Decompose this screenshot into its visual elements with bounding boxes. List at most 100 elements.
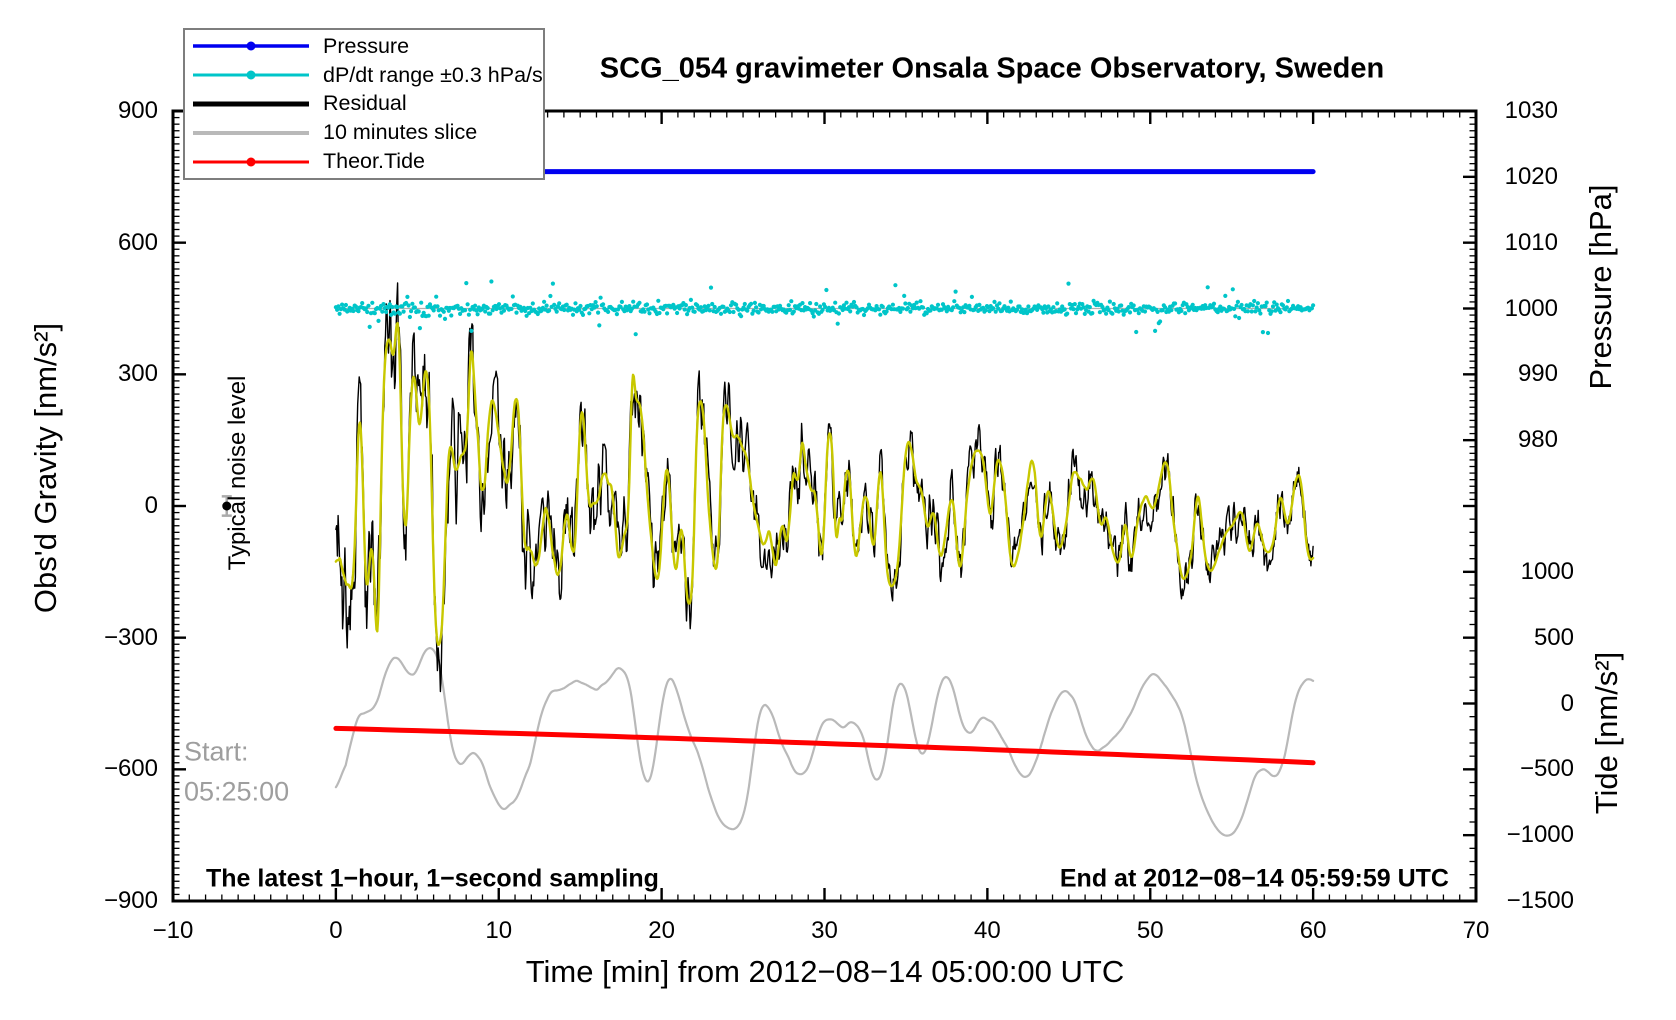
dpdt-scatter-point bbox=[789, 299, 794, 304]
dpdt-scatter-point bbox=[836, 311, 842, 316]
dpdt-scatter-point bbox=[343, 302, 348, 308]
dpdt-scatter-point bbox=[952, 299, 957, 304]
dpdt-scatter-point bbox=[601, 302, 606, 307]
legend-item-tide: Theor.Tide bbox=[185, 148, 543, 175]
dpdt-scatter-point bbox=[542, 299, 547, 304]
dpdt-scatter-point bbox=[366, 303, 371, 308]
dpdt-scatter-point bbox=[957, 305, 962, 310]
dpdt-scatter-point bbox=[637, 300, 642, 305]
dpdt-scatter-point bbox=[983, 308, 988, 313]
dpdt-scatter-point bbox=[464, 281, 469, 286]
tide-tick-label: −1500 bbox=[1506, 887, 1574, 914]
dpdt-scatter-point bbox=[417, 326, 422, 331]
dpdt-scatter-point bbox=[386, 305, 391, 310]
dpdt-scatter-point bbox=[381, 302, 386, 307]
dpdt-scatter-point bbox=[833, 300, 838, 305]
dpdt-scatter-point bbox=[392, 311, 397, 316]
dpdt-scatter-point bbox=[707, 308, 712, 313]
x-tick-label: −10 bbox=[152, 917, 194, 944]
dpdt-scatter-point bbox=[419, 300, 424, 305]
y-axis-pressure-label: Pressure [hPa] bbox=[1583, 184, 1618, 390]
dpdt-scatter-point bbox=[390, 304, 395, 310]
dpdt-scatter-point bbox=[710, 301, 715, 307]
dpdt-scatter-point bbox=[690, 305, 695, 310]
dpdt-scatter-point bbox=[380, 309, 385, 314]
dpdt-scatter-point bbox=[1230, 287, 1235, 292]
dpdt-scatter-point bbox=[1257, 308, 1262, 313]
dpdt-scatter-point bbox=[1254, 305, 1259, 310]
dpdt-scatter-point bbox=[893, 283, 898, 288]
dpdt-scatter-point bbox=[490, 308, 495, 313]
dpdt-scatter-point bbox=[1311, 303, 1316, 308]
dpdt-scatter-point bbox=[410, 301, 415, 306]
dpdt-scatter-point bbox=[814, 301, 819, 307]
dpdt-scatter-point bbox=[465, 302, 470, 307]
tide-tick-label: 0 bbox=[1560, 689, 1574, 717]
dpdt-scatter-point bbox=[692, 309, 697, 314]
dpdt-scatter-point bbox=[485, 306, 490, 311]
x-tick-label: 30 bbox=[811, 917, 838, 944]
dpdt-scatter-point bbox=[1215, 310, 1220, 315]
pressure-tick-label: 980 bbox=[1517, 426, 1558, 454]
dpdt-scatter-point bbox=[902, 293, 907, 298]
dpdt-scatter-point bbox=[435, 304, 440, 309]
dpdt-scatter-point bbox=[1072, 302, 1077, 307]
dpdt-scatter-point bbox=[718, 311, 724, 316]
dpdt-scatter-point bbox=[791, 309, 796, 314]
dpdt-scatter-point bbox=[524, 313, 529, 318]
chart-title: SCG_054 gravimeter Onsala Space Observat… bbox=[599, 52, 1385, 85]
dpdt-scatter-point bbox=[441, 309, 446, 314]
dpdt-scatter-point bbox=[1269, 309, 1274, 314]
end-time-note: End at 2012−08−14 05:59:59 UTC bbox=[1059, 864, 1449, 893]
dpdt-scatter-point bbox=[1106, 308, 1111, 313]
dpdt-scatter-point bbox=[953, 289, 958, 294]
dpdt-scatter-point bbox=[548, 293, 553, 299]
dpdt-scatter-point bbox=[1110, 311, 1115, 316]
start-label: Start: bbox=[184, 736, 249, 767]
dpdt-scatter-point bbox=[898, 309, 903, 314]
dpdt-scatter-point bbox=[969, 294, 975, 299]
dpdt-scatter-point bbox=[360, 301, 365, 306]
dpdt-scatter-point bbox=[631, 299, 636, 304]
dpdt-scatter-point bbox=[787, 307, 793, 312]
dpdt-scatter-point bbox=[1142, 309, 1148, 314]
dpdt-scatter-point bbox=[736, 307, 741, 312]
dpdt-scatter-point bbox=[877, 307, 882, 312]
dpdt-scatter-point bbox=[939, 307, 944, 312]
dpdt-scatter-point bbox=[1239, 302, 1244, 308]
dpdt-scatter-point bbox=[384, 309, 389, 315]
legend-item-label: Theor.Tide bbox=[323, 149, 425, 174]
dpdt-scatter-point bbox=[550, 281, 556, 286]
dpdt-scatter-point bbox=[1183, 311, 1188, 316]
dpdt-scatter-point bbox=[890, 302, 896, 307]
dpdt-scatter-point bbox=[351, 308, 356, 314]
legend-line-sample bbox=[193, 130, 309, 135]
dpdt-scatter-point bbox=[1116, 309, 1121, 314]
dpdt-scatter-point bbox=[473, 303, 478, 308]
dpdt-scatter-point bbox=[1234, 303, 1239, 308]
dpdt-scatter-point bbox=[597, 323, 602, 328]
dpdt-scatter-point bbox=[1127, 310, 1133, 315]
dpdt-scatter-point bbox=[811, 314, 816, 319]
dpdt-scatter-point bbox=[367, 324, 372, 329]
dpdt-scatter-point bbox=[1097, 310, 1102, 315]
dpdt-scatter-point bbox=[993, 309, 998, 314]
dpdt-scatter-point bbox=[437, 313, 443, 318]
dpdt-scatter-point bbox=[496, 302, 502, 307]
dpdt-scatter-point bbox=[458, 311, 463, 316]
dpdt-scatter-point bbox=[644, 302, 650, 307]
dpdt-scatter-point bbox=[756, 310, 761, 315]
series-10-minutes-slice bbox=[334, 647, 1315, 837]
dpdt-scatter-point bbox=[977, 302, 982, 307]
series-residual-filtered bbox=[334, 322, 1315, 646]
dpdt-scatter-point bbox=[657, 310, 662, 316]
x-tick-label: 70 bbox=[1462, 917, 1490, 944]
series-theor-tide bbox=[333, 725, 1316, 766]
x-tick-label: 10 bbox=[485, 917, 513, 944]
dpdt-scatter-point bbox=[1169, 308, 1174, 313]
dpdt-scatter-point bbox=[734, 302, 739, 307]
dpdt-scatter-point bbox=[633, 332, 638, 337]
y-left-tick-label: 900 bbox=[117, 97, 158, 124]
dpdt-scatter-point bbox=[685, 312, 690, 317]
dpdt-scatter-point bbox=[1285, 298, 1291, 304]
